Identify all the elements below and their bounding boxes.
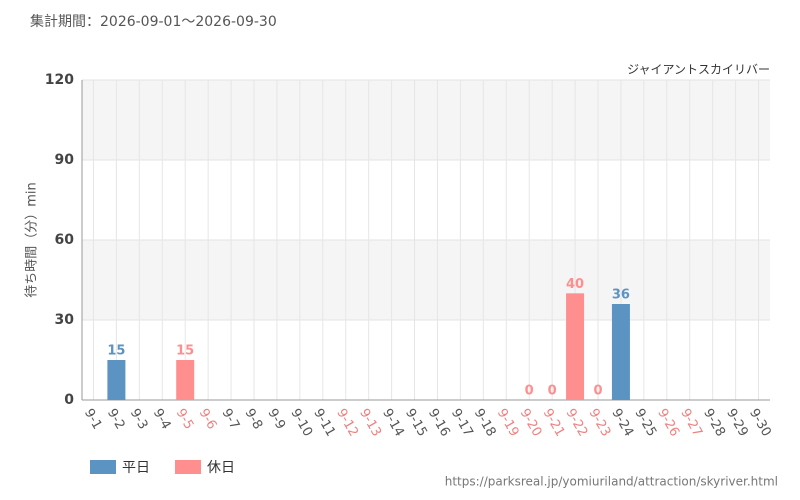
x-tick-label: 9-30 — [746, 406, 774, 439]
y-tick-label: 120 — [45, 72, 74, 88]
plot-band — [82, 240, 770, 320]
bar — [611, 304, 630, 400]
y-tick-label: 30 — [55, 312, 75, 328]
bar — [107, 360, 126, 400]
x-tick-label: 9-12 — [333, 406, 361, 439]
x-tick-label: 9-14 — [379, 406, 407, 439]
legend-label: 平日 — [122, 460, 150, 476]
y-tick-label: 90 — [55, 152, 75, 168]
x-tick-label: 9-17 — [448, 406, 476, 439]
data-label: 36 — [612, 288, 630, 303]
x-tick-label: 9-9 — [264, 406, 288, 432]
x-tick-label: 9-7 — [219, 406, 243, 432]
x-tick-label: 9-29 — [723, 406, 751, 439]
x-tick-label: 9-20 — [517, 406, 545, 439]
legend-label: 休日 — [207, 460, 235, 476]
x-tick-label: 9-8 — [242, 406, 266, 432]
x-tick-label: 9-10 — [287, 406, 315, 439]
x-tick-label: 9-15 — [402, 406, 430, 439]
x-tick-label: 9-3 — [127, 406, 151, 432]
chart-subtitle: ジャイアントスカイリバー — [627, 63, 770, 77]
x-tick-label: 9-2 — [104, 406, 128, 432]
y-axis-label: 待ち時間（分）min — [25, 182, 40, 298]
x-tick-label: 9-4 — [150, 406, 174, 432]
x-tick-label: 9-5 — [173, 406, 197, 432]
chart-title: 集計期間：2026-09-01〜2026-09-30 — [30, 13, 277, 30]
x-tick-label: 9-16 — [425, 406, 453, 439]
legend-swatch — [90, 460, 116, 474]
x-tick-label: 9-18 — [471, 406, 499, 439]
x-tick-label: 9-24 — [608, 406, 636, 439]
data-label: 15 — [107, 344, 125, 359]
y-tick-label: 0 — [64, 392, 74, 408]
data-label: 40 — [566, 277, 584, 292]
x-tick-label: 9-27 — [677, 406, 705, 439]
x-tick-label: 9-6 — [196, 406, 220, 432]
x-tick-label: 9-19 — [494, 406, 522, 439]
x-tick-label: 9-25 — [631, 406, 659, 439]
data-label: 0 — [593, 384, 602, 399]
legend-swatch — [175, 460, 201, 474]
bar — [176, 360, 195, 400]
data-label: 0 — [548, 384, 557, 399]
x-tick-label: 9-21 — [540, 406, 568, 439]
x-tick-label: 9-28 — [700, 406, 728, 439]
x-tick-label: 9-23 — [586, 406, 614, 439]
y-tick-label: 60 — [55, 232, 75, 248]
bar — [566, 293, 585, 400]
data-label: 0 — [525, 384, 534, 399]
data-label: 15 — [176, 344, 194, 359]
plot-band — [82, 80, 770, 160]
x-tick-label: 9-1 — [81, 406, 105, 432]
x-tick-label: 9-11 — [310, 406, 338, 439]
x-tick-label: 9-26 — [654, 406, 682, 439]
x-tick-label: 9-22 — [563, 406, 591, 439]
x-tick-label: 9-13 — [356, 406, 384, 439]
source: https://parksreal.jp/yomiuriland/attract… — [445, 475, 778, 489]
